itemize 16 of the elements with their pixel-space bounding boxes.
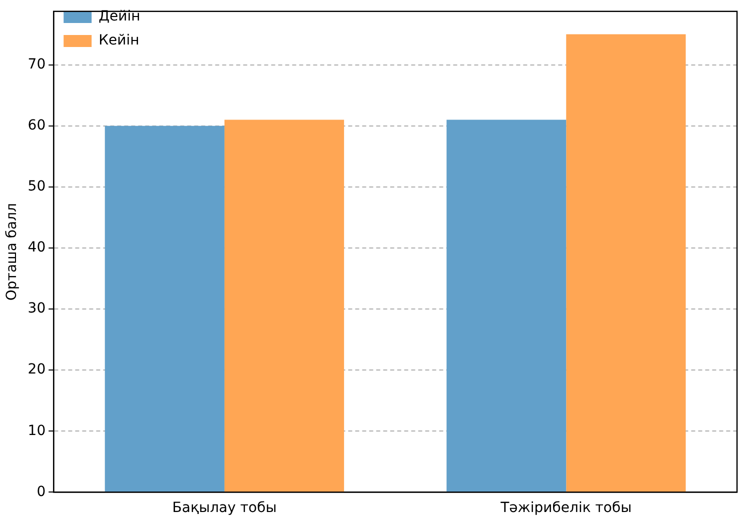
y-tick-label: 40: [28, 240, 46, 256]
y-tick-label: 50: [28, 178, 46, 195]
legend-label: Кейін: [98, 32, 140, 49]
bar: [224, 120, 344, 492]
bar: [104, 126, 224, 492]
y-tick-label: 30: [28, 300, 46, 317]
y-tick-label: 0: [36, 484, 46, 500]
y-tick-label: 20: [28, 362, 46, 378]
x-tick-label: Бақылау тобы: [172, 500, 277, 516]
y-tick-label: 10: [28, 422, 46, 439]
y-tick-label: 70: [28, 56, 46, 72]
y-tick-label: 60: [28, 118, 46, 134]
bar: [566, 34, 686, 492]
bar: [446, 120, 566, 492]
y-axis-title: Орташа балл: [4, 203, 20, 301]
x-tick-label: Тәжірибелік тобы: [500, 500, 632, 516]
